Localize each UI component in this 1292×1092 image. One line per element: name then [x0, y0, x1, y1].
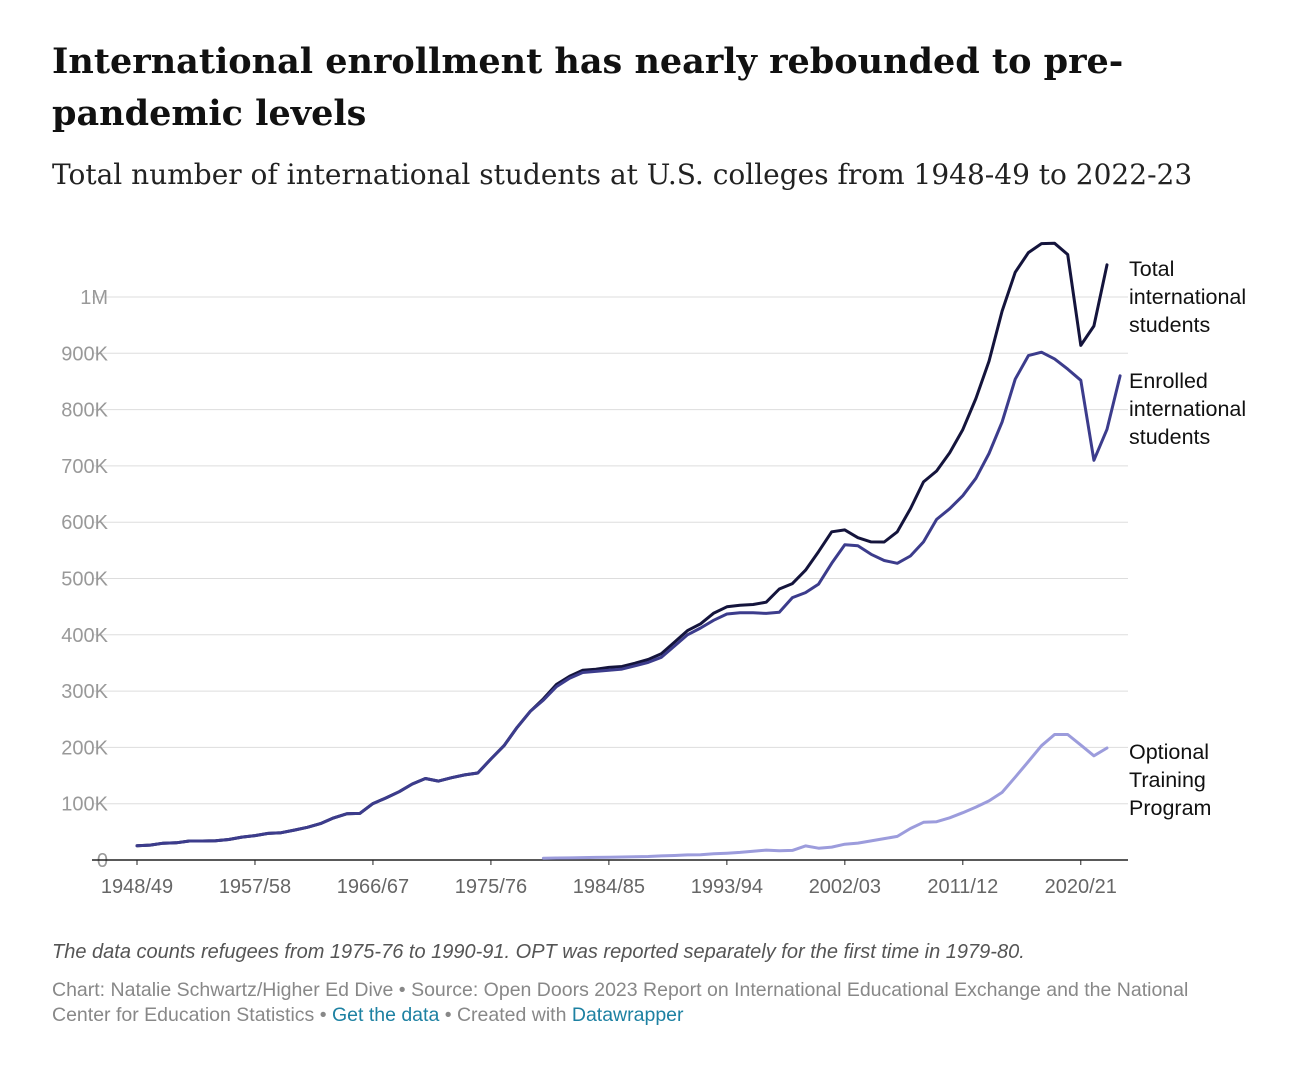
- x-tick-label: 2011/12: [927, 876, 998, 898]
- x-tick-label: 2002/03: [809, 876, 881, 898]
- get-the-data-link[interactable]: Get the data: [331, 1004, 440, 1026]
- credit-created-with: Created with: [456, 1004, 567, 1026]
- y-tick-label: 200K: [61, 737, 108, 759]
- series-label-line: Enrolled: [1129, 369, 1208, 393]
- chart-title: International enrollment has nearly rebo…: [52, 41, 1124, 134]
- series-line-total-international-students: [135, 241, 1109, 848]
- y-tick-label: 300K: [61, 681, 108, 703]
- datawrapper-link[interactable]: Datawrapper: [571, 1004, 684, 1026]
- y-tick-label: 100K: [61, 794, 108, 816]
- x-tick-label: 2020/21: [1045, 876, 1117, 898]
- series-line-enrolled-international-students: [135, 350, 1122, 848]
- y-tick-label: 1M: [80, 287, 108, 309]
- x-tick-label: 1966/67: [337, 876, 409, 898]
- chart-note: The data counts refugees from 1975-76 to…: [52, 941, 1025, 963]
- y-tick-label: 600K: [61, 512, 108, 534]
- chart-credits: Chart: Natalie Schwartz/Higher Ed Dive •…: [52, 978, 1252, 1028]
- series-label-line: Total: [1129, 257, 1174, 281]
- series-label-line: Program: [1129, 796, 1211, 820]
- credit-separator: •: [314, 1004, 332, 1026]
- series-lines: [135, 241, 1122, 860]
- chart-subtitle: Total number of international students a…: [52, 158, 1193, 191]
- y-tick-label: 900K: [61, 343, 108, 365]
- y-tick-label: 800K: [61, 400, 108, 422]
- series-label-line: international: [1129, 397, 1246, 421]
- y-tick-label: 0: [97, 850, 108, 872]
- x-tick-label: 1975/76: [455, 876, 527, 898]
- credit-source: Source: Open Doors 2023 Report on Intern…: [52, 979, 1189, 1026]
- y-tick-label: 500K: [61, 569, 108, 591]
- x-tick-label: 1957/58: [219, 876, 291, 898]
- series-label-line: Optional: [1129, 740, 1209, 764]
- x-tick-label: 1948/49: [101, 876, 173, 898]
- series-label-line: international: [1129, 285, 1246, 309]
- y-axis-labels: 0 100K 200K 300K 400K 500K 600K 700K 800K 900K 1M: [61, 287, 108, 872]
- series-label: Optional Training Program: [1129, 740, 1211, 820]
- series-label: Enrolled international students: [1129, 369, 1246, 449]
- line-chart: 0100K200K300K400K500K600K700K800K900K1M …: [61, 241, 1246, 898]
- x-tick-label: 1984/85: [573, 876, 645, 898]
- y-tick-label: 400K: [61, 625, 108, 647]
- series-line-optional-training-program: [541, 733, 1109, 860]
- series-label: Total international students: [1129, 257, 1246, 337]
- series-label-line: students: [1129, 425, 1210, 449]
- series-label-line: Training: [1129, 768, 1206, 792]
- gridlines: [92, 296, 1128, 805]
- credit-separator: •: [393, 979, 412, 1001]
- credit-separator: •: [439, 1004, 457, 1026]
- x-axis-labels: 1948/49 1957/58 1966/67 1975/76 1984/85 1993/…: [101, 860, 1117, 898]
- x-tick-label: 1993/94: [691, 876, 763, 898]
- credit-author: Chart: Natalie Schwartz/Higher Ed Dive: [52, 979, 394, 1001]
- y-tick-label: 700K: [61, 456, 108, 478]
- series-labels: Total international students Enrolled intern…: [1129, 257, 1246, 820]
- series-label-line: students: [1129, 313, 1210, 337]
